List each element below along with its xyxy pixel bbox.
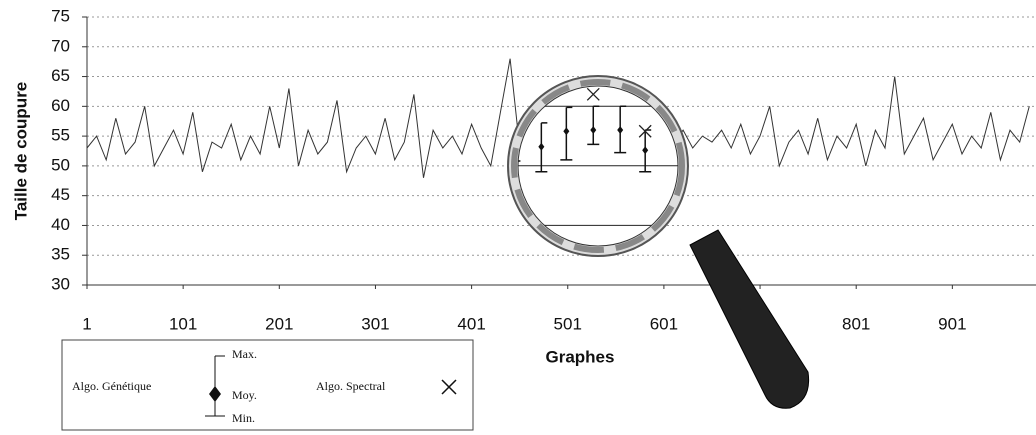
x-tick-label: 101 <box>169 314 197 333</box>
y-tick-label: 60 <box>51 96 70 115</box>
legend-x <box>441 379 457 395</box>
y-tick-label: 55 <box>51 126 70 145</box>
plot: 3035404550556065707511012013014015016017… <box>51 6 1036 333</box>
y-tick-label: 45 <box>51 185 70 204</box>
inset <box>457 87 678 226</box>
x-tick-label: 301 <box>361 314 389 333</box>
y-tick-label: 30 <box>51 274 70 293</box>
mean-marker <box>460 112 466 120</box>
y-tick-label: 35 <box>51 245 70 264</box>
legend-key: Min. <box>232 411 255 425</box>
mean-marker <box>485 146 491 154</box>
lens-ring-inner <box>511 79 685 253</box>
x-tick-label: 501 <box>554 314 582 333</box>
mean-marker <box>590 126 597 135</box>
x-tick-label: 401 <box>457 314 485 333</box>
y-tick-label: 40 <box>51 215 70 234</box>
x-tick-label: 901 <box>938 314 966 333</box>
spectral-marker <box>482 187 494 199</box>
legend-label: Algo. Spectral <box>316 379 386 393</box>
y-tick-label: 50 <box>51 155 70 174</box>
x-tick-label: 801 <box>842 314 870 333</box>
spectral-marker <box>457 94 469 106</box>
x-tick-label: 1 <box>82 314 91 333</box>
mean-marker <box>617 126 624 135</box>
spectral-marker <box>586 87 600 101</box>
mean-marker <box>538 142 545 151</box>
x-tick-label: 601 <box>650 314 678 333</box>
mean-marker <box>563 127 570 136</box>
mean-marker <box>642 146 649 155</box>
spectral-marker <box>638 124 652 138</box>
y-axis-label: Taille de coupure <box>11 82 30 221</box>
legend-key: Moy. <box>232 388 257 402</box>
x-tick-label: 201 <box>265 314 293 333</box>
handle <box>689 229 810 409</box>
legend-diamond <box>209 386 221 402</box>
magnifier <box>457 75 810 409</box>
legend: Algo. Génétique Max. Moy. Min. Algo. Spe… <box>61 339 474 431</box>
y-tick-label: 70 <box>51 36 70 55</box>
legend-key: Max. <box>232 347 257 361</box>
legend-label: Algo. Génétique <box>72 379 151 393</box>
y-tick-label: 75 <box>51 6 70 25</box>
x-axis-label: Graphes <box>546 347 615 366</box>
y-tick-label: 65 <box>51 66 70 85</box>
legend-box <box>61 339 474 431</box>
